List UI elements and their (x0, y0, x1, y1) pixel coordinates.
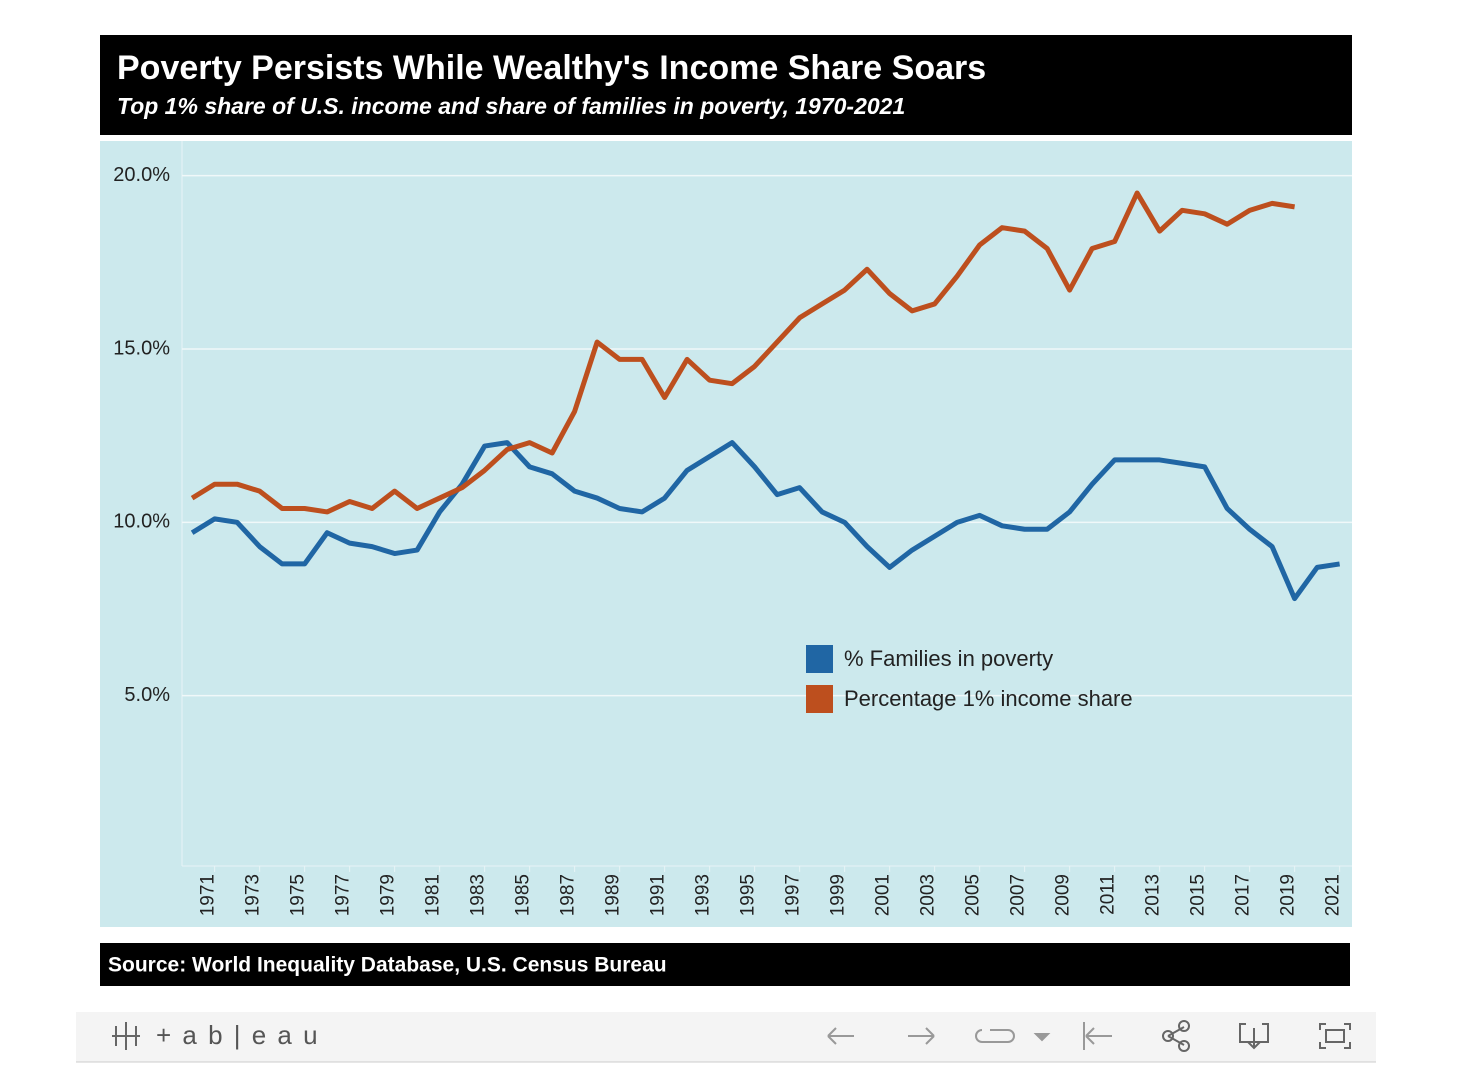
x-tick-label: 1975 (288, 874, 309, 916)
y-tick-label: 20.0% (113, 164, 170, 186)
redo-icon[interactable] (908, 1027, 935, 1045)
revert-icon[interactable] (1083, 1022, 1112, 1050)
x-tick-label: 2009 (1053, 874, 1074, 916)
x-tick-label: 1971 (198, 874, 219, 916)
legend-label: % Families in poverty (844, 646, 1053, 671)
x-tick-label: 2007 (1008, 874, 1029, 916)
x-tick-label: 1999 (828, 874, 849, 916)
share-icon[interactable] (1167, 1026, 1185, 1046)
x-tick-label: 2003 (918, 874, 939, 916)
title-bar (100, 35, 1352, 135)
x-tick-label: 1981 (423, 874, 444, 916)
x-tick-label: 1983 (468, 874, 489, 916)
x-tick-label: 1973 (243, 874, 264, 916)
data-line (190, 190, 1296, 515)
x-tick-label: 1993 (693, 874, 714, 916)
toolbar-icons (827, 1020, 1351, 1052)
chart-title: Poverty Persists While Wealthy's Income … (117, 49, 986, 87)
x-tick-label: 2019 (1278, 874, 1299, 916)
x-tick-label: 1979 (378, 874, 399, 916)
x-tick-label: 1997 (783, 874, 804, 916)
source-bar (100, 943, 1350, 986)
data-line (190, 440, 1341, 602)
legend-swatch (806, 685, 833, 713)
x-tick-label: 2021 (1323, 874, 1344, 916)
undo-icon[interactable] (827, 1027, 854, 1045)
x-tick-label: 1995 (738, 874, 759, 916)
x-tick-label: 2017 (1233, 874, 1254, 916)
dropdown-icon[interactable] (1033, 1033, 1051, 1042)
replay-icon[interactable] (975, 1029, 1015, 1043)
toolbar (76, 1012, 1376, 1062)
tableau-logo (112, 1022, 140, 1050)
x-tick-label: 1991 (648, 874, 669, 916)
x-tick-label: 2015 (1188, 874, 1209, 916)
fullscreen-icon[interactable] (1319, 1023, 1351, 1049)
tableau-brand[interactable]: + a b | e a u (156, 1020, 320, 1050)
legend-label: Percentage 1% income share (844, 686, 1133, 711)
plot-background (100, 141, 1352, 927)
x-tick-label: 2011 (1098, 874, 1119, 915)
chart-subtitle: Top 1% share of U.S. income and share of… (117, 93, 905, 119)
x-tick-label: 2001 (873, 874, 894, 916)
x-tick-label: 1977 (333, 874, 354, 916)
x-tick-label: 1987 (558, 874, 579, 916)
x-tick-label: 2013 (1143, 874, 1164, 916)
legend-swatch (806, 645, 833, 673)
x-tick-label: 1989 (603, 874, 624, 916)
y-tick-label: 10.0% (113, 511, 170, 533)
y-tick-label: 5.0% (124, 684, 170, 706)
x-tick-label: 1985 (513, 874, 534, 916)
y-tick-label: 15.0% (113, 337, 170, 359)
download-icon[interactable] (1239, 1023, 1269, 1050)
source-note: Source: World Inequality Database, U.S. … (108, 954, 667, 977)
x-tick-label: 2005 (963, 874, 984, 916)
